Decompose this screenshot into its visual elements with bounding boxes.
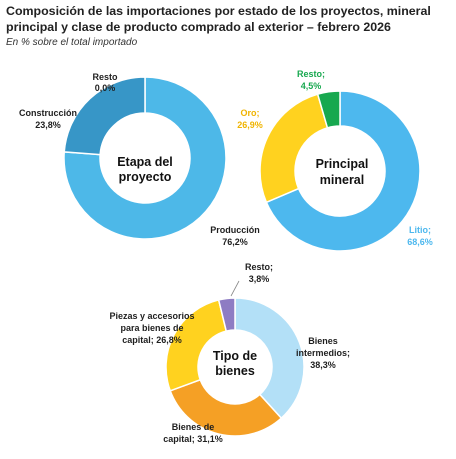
label-capital-line-1: Bienes de: [172, 422, 215, 432]
donut-etapa-proyecto: Etapa del proyecto Resto 0,0% Construcci…: [19, 72, 260, 247]
chart-title-line-1: Composición de las importaciones por est…: [6, 4, 431, 18]
label-resto-value: 0,0%: [95, 83, 116, 93]
label-resto-value: 3,8%: [249, 274, 270, 284]
slice-bienes-intermedios: [234, 297, 305, 420]
slice-litio: [265, 90, 421, 252]
chart-title: Composición de las importaciones por est…: [6, 3, 450, 35]
label-intermedios-line-3: 38,3%: [310, 360, 336, 370]
label-resto-name: Resto: [92, 72, 118, 82]
slice-bienes-de-capital: [169, 378, 283, 437]
label-piezas-line-3: capital; 26,8%: [122, 335, 182, 345]
label-intermedios-line-1: Bienes: [308, 336, 338, 346]
label-intermedios-line-2: intermedios;: [296, 348, 350, 358]
label-oro-value: 26,9%: [237, 120, 263, 130]
label-oro-name: Oro;: [241, 108, 260, 118]
label-piezas-line-1: Piezas y accesorios: [109, 311, 194, 321]
label-produccion-value: 76,2%: [222, 237, 248, 247]
slice-resto: [316, 90, 341, 129]
slice-oro: [259, 93, 329, 204]
slice-resto: [217, 297, 236, 332]
leader-line-resto: [230, 280, 240, 297]
donut-tipo-bienes: Tipo de bienes Resto; 3,8% Piezas y acce…: [109, 262, 350, 444]
label-piezas-line-2: para bienes de: [120, 323, 183, 333]
slice-produccion: [63, 76, 227, 240]
label-produccion-name: Producción: [210, 225, 260, 235]
center-label-line-2: bienes: [215, 364, 255, 378]
slice-construccion: [63, 76, 146, 156]
center-label-line-1: Etapa del: [117, 155, 173, 169]
label-capital-line-2: capital; 31,1%: [163, 434, 223, 444]
center-label-line-2: mineral: [320, 173, 364, 187]
label-litio-name: Litio;: [409, 225, 431, 235]
label-construccion-value: 23,8%: [35, 120, 61, 130]
center-label-line-2: proyecto: [119, 170, 172, 184]
donut-principal-mineral: Principal mineral Resto; 4,5% Oro; 26,9%…: [237, 69, 433, 252]
label-construccion-name: Construcción: [19, 108, 77, 118]
label-resto-name: Resto;: [245, 262, 273, 272]
center-label-line-1: Tipo de: [213, 349, 257, 363]
label-resto-name: Resto;: [297, 69, 325, 79]
label-litio-value: 68,6%: [407, 237, 433, 247]
label-resto-value: 4,5%: [301, 81, 322, 91]
chart-subtitle: En % sobre el total importado: [6, 37, 138, 48]
chart-title-line-2: principal y clase de producto comprado a…: [6, 20, 391, 34]
center-label-line-1: Principal: [316, 157, 369, 171]
